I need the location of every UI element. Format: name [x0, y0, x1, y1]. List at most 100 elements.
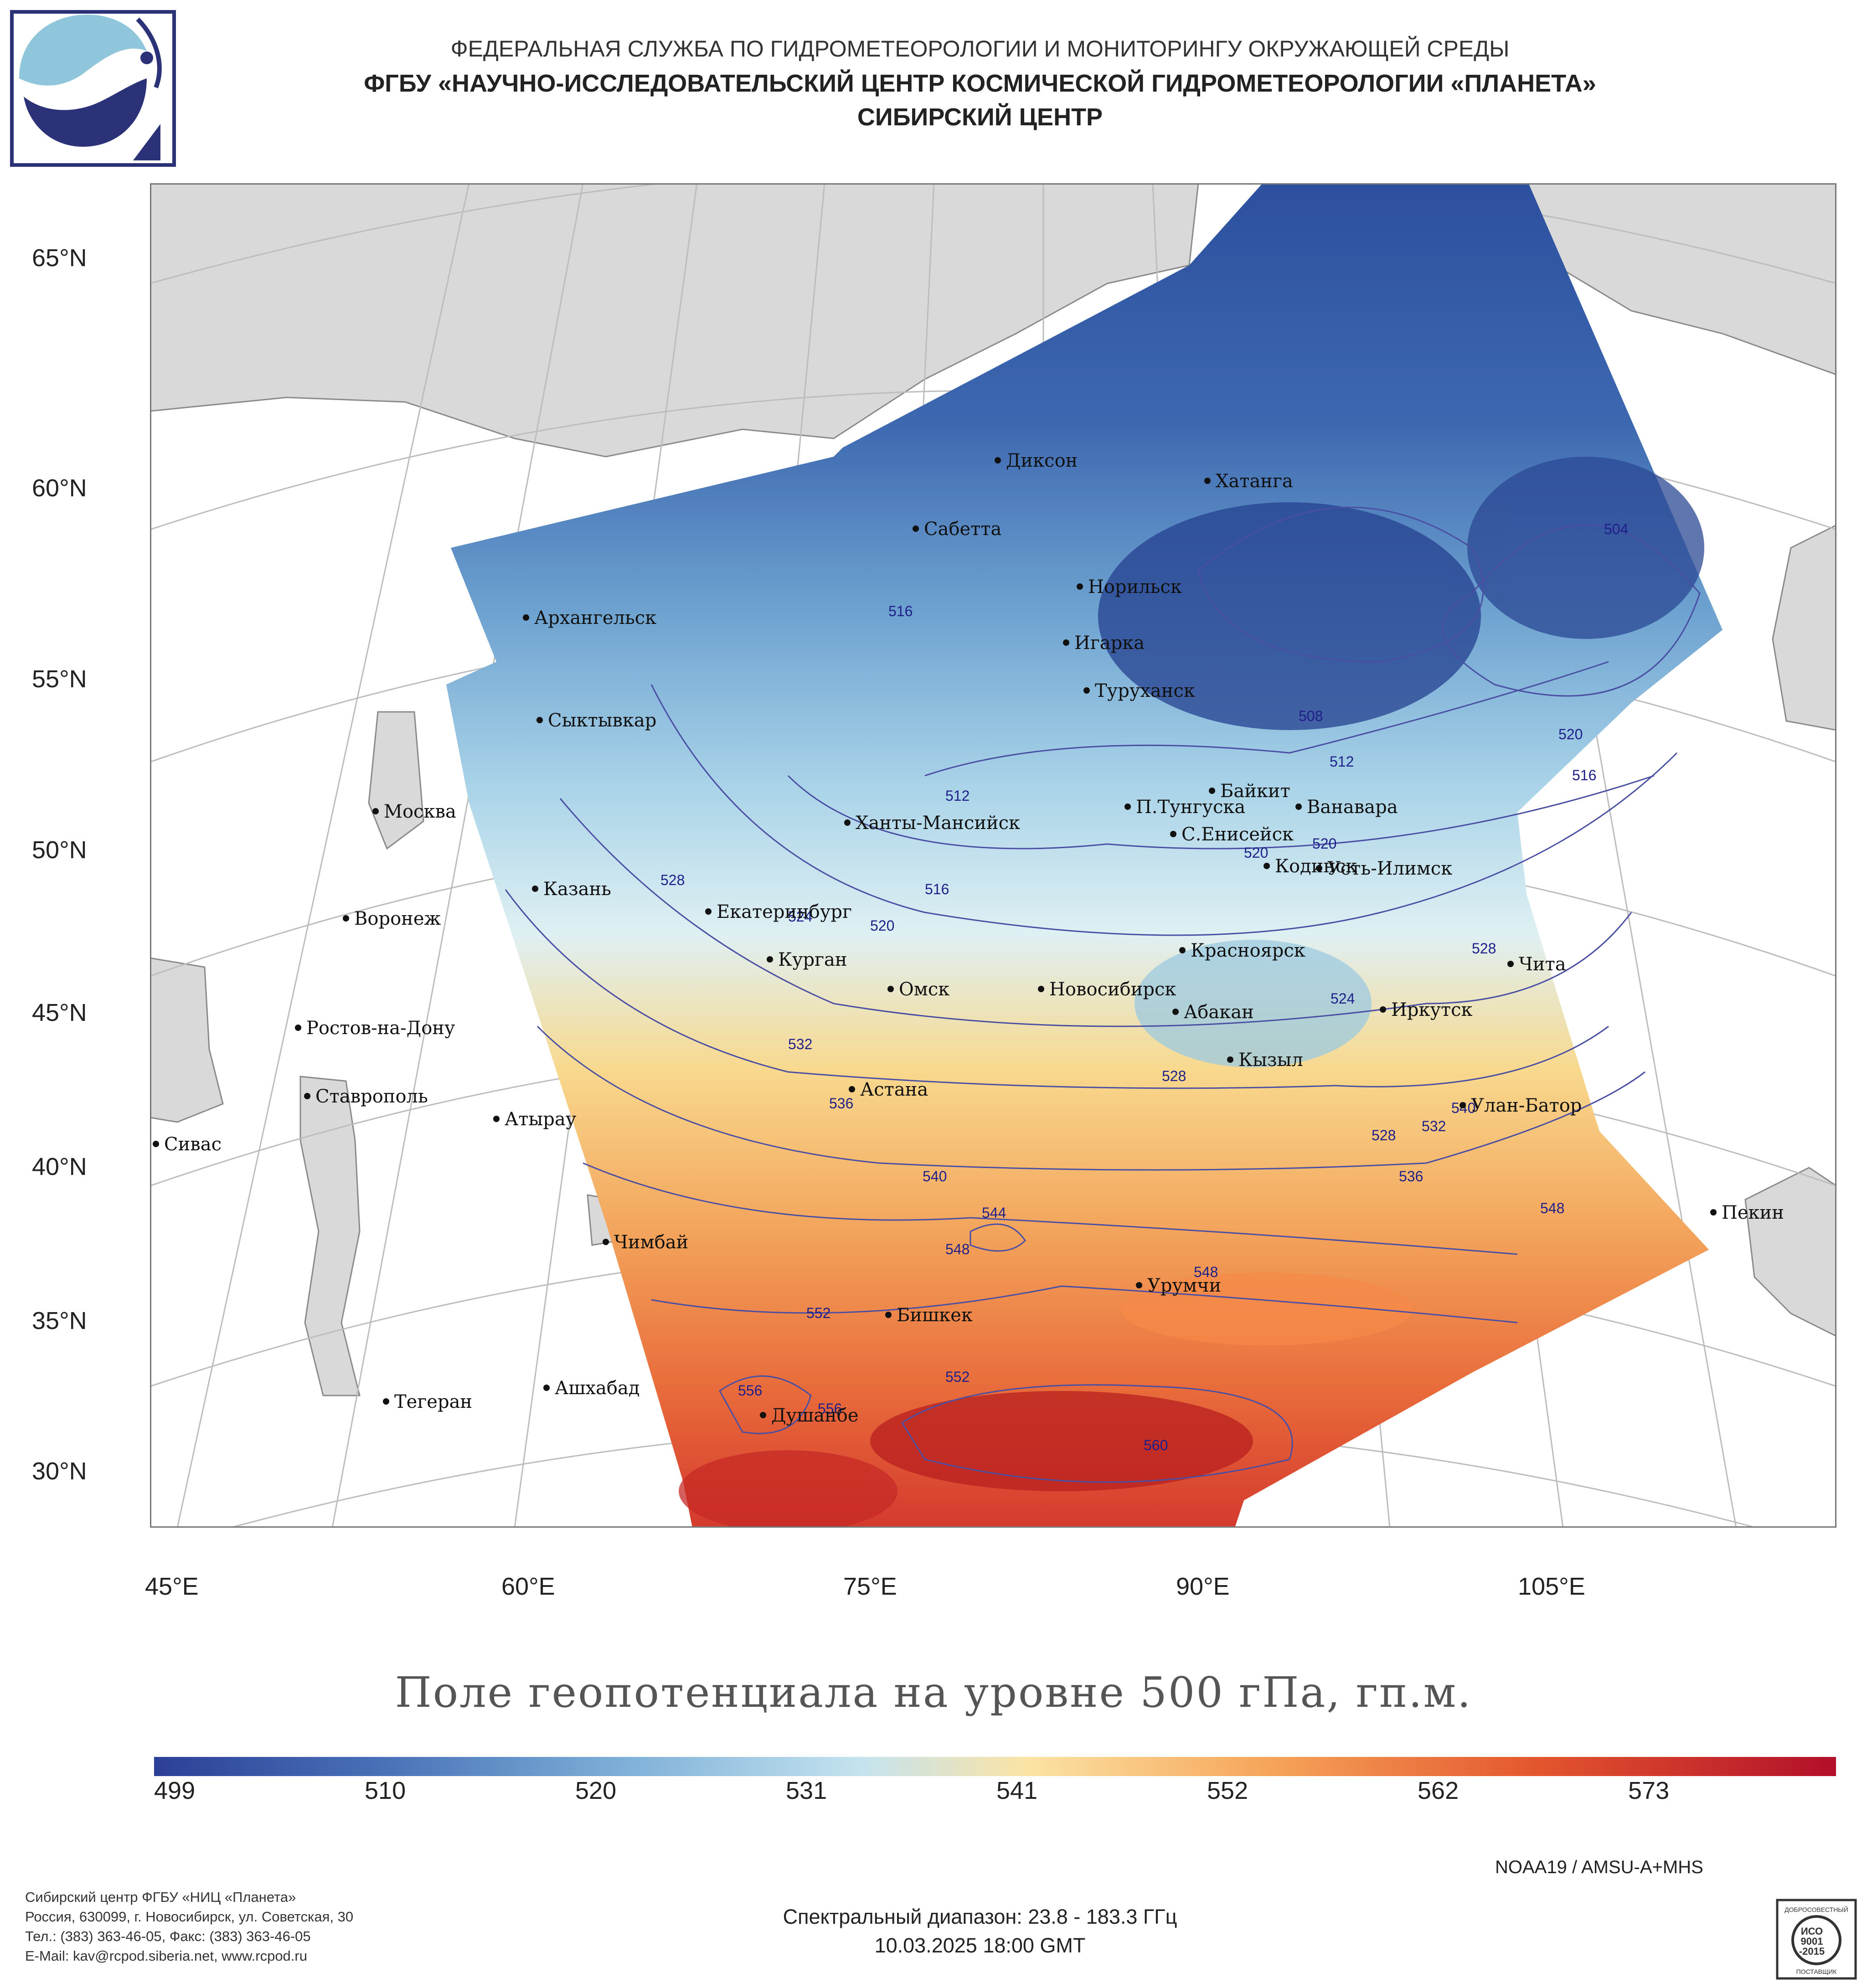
contour-label: 528	[1372, 1127, 1396, 1143]
footer-address: Россия, 630099, г. Новосибирск, ул. Сове…	[25, 1909, 354, 1925]
colorbar-label-510: 510	[365, 1777, 406, 1804]
city-dot	[603, 1239, 609, 1245]
city-dot	[1038, 986, 1044, 992]
lat-label-65: 65°N	[32, 244, 87, 272]
city-dot	[153, 1141, 159, 1147]
contour-label: 512	[1330, 753, 1354, 770]
lat-label-30: 30°N	[32, 1458, 87, 1485]
lat-label-50: 50°N	[32, 836, 87, 864]
city-label: Усть-Илимск	[1327, 858, 1452, 879]
lat-label-60: 60°N	[32, 474, 87, 502]
lat-label-35: 35°N	[32, 1307, 87, 1334]
contour-label: 548	[1194, 1264, 1218, 1280]
city-label: Омск	[899, 979, 949, 1000]
city-dot	[372, 808, 379, 814]
contour-label: 520	[1244, 845, 1268, 861]
city-dot	[1063, 639, 1069, 646]
city-label: П.Тунгуска	[1136, 797, 1245, 818]
field-anomalies	[679, 457, 1704, 1528]
colorbar-label-541: 541	[996, 1777, 1038, 1804]
colorbar-label-531: 531	[786, 1777, 827, 1804]
contour-label: 548	[1540, 1200, 1564, 1216]
city-label: Сабетта	[924, 519, 1001, 540]
iso-bottom-text: ПОСТАВЩИК	[1796, 1968, 1837, 1975]
contour-label: 516	[888, 603, 913, 619]
city-dot	[343, 915, 349, 922]
city-dot	[1316, 865, 1322, 871]
city-dot	[767, 956, 773, 963]
city-dot	[1077, 583, 1083, 590]
planeta-logo	[10, 10, 176, 167]
contour-label: 528	[1472, 940, 1496, 957]
city-dot	[383, 1398, 389, 1405]
colorbar-label-520: 520	[575, 1777, 617, 1804]
colorbar-label-562: 562	[1418, 1777, 1459, 1804]
city-label: Туруханск	[1095, 680, 1195, 701]
city-label: Ашхабад	[555, 1378, 640, 1399]
svg-text:9001: 9001	[1801, 1936, 1823, 1947]
city-dot	[536, 717, 543, 723]
footer-email: E-Mail: kav@rcpod.siberia.net, www.rcpod…	[25, 1948, 307, 1964]
city-label: Красноярск	[1191, 940, 1305, 961]
city-dot	[885, 1312, 892, 1318]
city-markers: Диксон Хатанга Сабетта Норильск Архангельск И…	[153, 450, 1784, 1426]
contour-label: 540	[923, 1168, 947, 1185]
city-dot	[1179, 947, 1186, 953]
contour-lines	[505, 506, 1701, 1483]
iso-certification-badge: ДОБРОСОВЕСТНЫЙ ИСО 9001 -2015 ПОСТАВЩИК	[1776, 1899, 1857, 1980]
city-label: Кызыл	[1238, 1050, 1303, 1071]
city-dot	[995, 457, 1001, 464]
city-dot	[543, 1385, 550, 1391]
map-title: Поле геопотенциала на уровне 500 гПа, гп…	[395, 1668, 1472, 1717]
lat-label-55: 55°N	[32, 665, 87, 693]
contour-label: 548	[945, 1241, 970, 1257]
city-dot	[849, 1086, 855, 1092]
city-dot	[1124, 803, 1131, 810]
geopotential-map: 504 508 512 512 516 516 516 520 520 520 520 524 524 5…	[150, 183, 1836, 1528]
city-label: Ханты-Мансийск	[856, 813, 1020, 834]
city-label: Сивас	[164, 1134, 222, 1155]
city-label: Атырау	[505, 1109, 577, 1130]
city-dot	[304, 1093, 310, 1099]
city-label: С.Енисейск	[1181, 824, 1294, 845]
footer-org-name: Сибирский центр ФГБУ «НИЦ «Планета»	[25, 1889, 296, 1905]
city-label: Диксон	[1006, 450, 1078, 471]
city-label: Абакан	[1184, 1002, 1254, 1023]
lat-label-45: 45°N	[32, 999, 87, 1026]
svg-text:ИСО: ИСО	[1801, 1926, 1823, 1937]
city-dot	[1460, 1102, 1466, 1108]
city-label: Хатанга	[1216, 471, 1293, 492]
city-label: Бишкек	[897, 1305, 973, 1326]
contour-label: 536	[829, 1095, 853, 1112]
city-label: Чита	[1519, 954, 1566, 975]
lat-label-40: 40°N	[32, 1153, 87, 1180]
contour-label: 532	[788, 1036, 812, 1052]
contour-label: 504	[1604, 521, 1628, 537]
contour-labels: 504 508 512 512 516 516 516 520 520 520 520 524 524 5…	[660, 521, 1628, 1453]
contour-label: 520	[1312, 835, 1336, 852]
city-dot	[295, 1025, 301, 1031]
city-dot	[493, 1116, 500, 1122]
colorbar	[154, 1757, 1836, 1776]
city-label: Ростов-на-Дону	[306, 1018, 455, 1039]
colorbar-label-552: 552	[1207, 1777, 1248, 1804]
lon-label-90: 90°E	[1176, 1573, 1230, 1600]
city-label: Улан-Батор	[1471, 1095, 1582, 1116]
city-dot	[1204, 478, 1211, 484]
city-dot	[1172, 1009, 1179, 1015]
city-label: Ванавара	[1307, 797, 1398, 818]
city-dot	[1380, 1006, 1386, 1013]
city-label: Кодинск	[1275, 856, 1357, 877]
contour-label: 528	[1162, 1068, 1186, 1084]
city-label: Новосибирск	[1049, 979, 1176, 1000]
city-dot	[532, 886, 538, 892]
city-label: Архангельск	[534, 608, 656, 628]
header-center: СИБИРСКИЙ ЦЕНТР	[857, 103, 1103, 131]
city-label: Казань	[543, 879, 611, 900]
footer-phone: Тел.: (383) 363-46-05, Факс: (383) 363-4…	[25, 1928, 311, 1944]
contour-label: 556	[818, 1401, 842, 1417]
contour-label: 520	[1558, 726, 1583, 742]
city-label: Байкит	[1220, 781, 1290, 802]
contour-label: 544	[982, 1205, 1006, 1221]
city-dot	[705, 908, 712, 915]
